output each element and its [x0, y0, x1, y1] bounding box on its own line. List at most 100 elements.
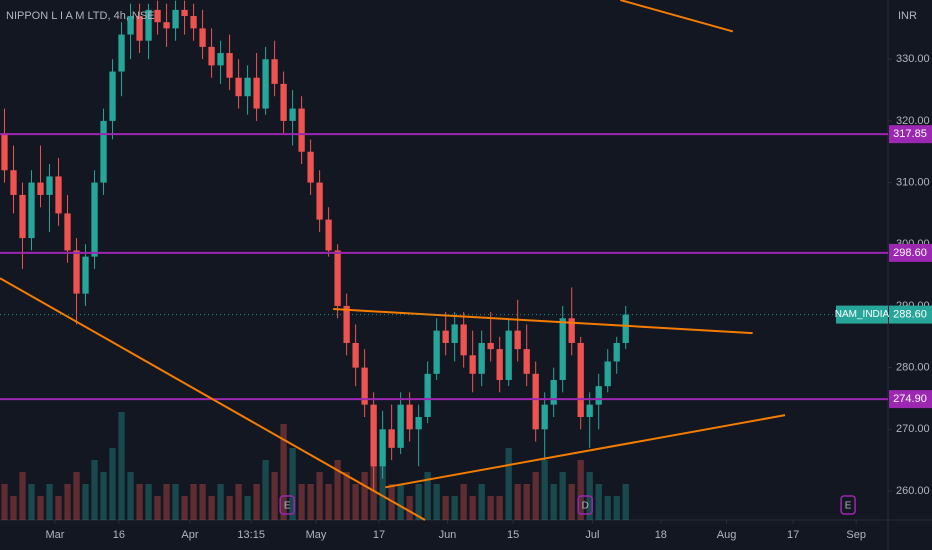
volume-bar	[541, 460, 548, 520]
x-tick-label: Apr	[181, 529, 198, 541]
y-tick-label: 280.00	[896, 362, 930, 374]
candle-body	[1, 133, 8, 171]
volume-bar	[523, 484, 530, 520]
trend-line	[620, 0, 734, 33]
volume-bar	[55, 496, 62, 520]
x-tick-label: Jun	[439, 529, 457, 541]
volume-bar	[334, 460, 341, 520]
candle-body	[199, 28, 206, 47]
candle-body	[316, 182, 323, 220]
x-tick-label: Aug	[717, 529, 737, 541]
volume-bar	[64, 484, 71, 520]
x-tick-label: Jul	[585, 529, 599, 541]
candle-body	[235, 77, 242, 97]
candle-body	[577, 342, 584, 417]
candle-body	[64, 213, 71, 251]
candle-body	[118, 34, 125, 72]
candle-body	[109, 71, 116, 121]
volume-bar	[118, 412, 125, 520]
candle-body	[298, 108, 305, 152]
x-tick-label: 17	[787, 529, 799, 541]
x-tick-label: 16	[113, 529, 125, 541]
candle-body	[397, 404, 404, 448]
trend-line	[0, 277, 426, 521]
candle-body	[19, 194, 26, 239]
candle-body	[604, 361, 611, 387]
candle-body	[307, 151, 314, 183]
event-marker	[577, 495, 593, 515]
candle-body	[370, 404, 377, 467]
candle-body	[271, 59, 278, 84]
candle-body	[262, 59, 269, 109]
candle-body	[55, 176, 62, 214]
volume-bar	[73, 472, 80, 520]
volume-bar	[514, 484, 521, 520]
level-label-box	[889, 243, 932, 262]
candle-body	[145, 9, 152, 41]
candle-body	[388, 429, 395, 448]
volume-bar	[298, 484, 305, 520]
volume-bar	[532, 472, 539, 520]
volume-bar	[307, 484, 314, 520]
candle-body	[280, 83, 287, 121]
level-label-box	[889, 125, 932, 144]
trend-line	[385, 414, 786, 489]
event-label: E	[284, 501, 291, 512]
candle-body	[433, 330, 440, 374]
last-price-box	[889, 305, 932, 324]
candle-body	[379, 429, 386, 467]
volume-bar	[343, 472, 350, 520]
candle-body	[415, 416, 422, 430]
volume-bar	[28, 484, 35, 520]
volume-bar	[478, 484, 485, 520]
candle-body	[514, 330, 521, 350]
x-tick-label: 18	[655, 529, 667, 541]
candle-body	[334, 250, 341, 306]
x-tick-label: 13:15	[237, 529, 265, 541]
candle-body	[343, 305, 350, 343]
volume-bar	[451, 496, 458, 520]
volume-bar	[19, 472, 26, 520]
candle-body	[10, 170, 17, 195]
volume-bar	[424, 472, 431, 520]
volume-bar	[604, 496, 611, 520]
trend-line	[333, 308, 753, 335]
candle-body	[181, 9, 188, 17]
volume-bar	[136, 484, 143, 520]
candle-body	[73, 250, 80, 294]
volume-bar	[460, 484, 467, 520]
candle-body	[190, 16, 197, 29]
candle-body	[550, 379, 557, 405]
candle-body	[361, 367, 368, 405]
candle-body	[46, 176, 53, 195]
volume-bar	[325, 484, 332, 520]
volume-bar	[487, 496, 494, 520]
level-label: 298.60	[893, 247, 927, 259]
volume-bar	[577, 460, 584, 520]
volume-bar	[352, 484, 359, 520]
volume-bar	[406, 496, 413, 520]
y-tick-label: 260.00	[896, 485, 930, 497]
candle-body	[325, 219, 332, 251]
currency: INR	[898, 10, 917, 22]
candle-body	[568, 318, 575, 343]
y-tick-label: 310.00	[896, 176, 930, 188]
volume-bar	[199, 484, 206, 520]
candle-body	[505, 330, 512, 380]
volume-bar	[109, 448, 116, 520]
volume-bar	[190, 484, 197, 520]
chart-title: NIPPON L I A M LTD, 4h, NSE	[6, 10, 155, 22]
volume-bar	[100, 472, 107, 520]
volume-bar	[559, 472, 566, 520]
volume-bar	[262, 460, 269, 520]
volume-bar	[622, 484, 629, 520]
candle-body	[208, 46, 215, 66]
y-tick-label: 330.00	[896, 53, 930, 65]
volume-bar	[397, 484, 404, 520]
x-tick-label: 17	[373, 529, 385, 541]
candle-body	[559, 318, 566, 380]
level-label: 317.85	[893, 128, 927, 140]
last-name: NAM_INDIA	[835, 309, 890, 320]
volume-bar	[442, 496, 449, 520]
